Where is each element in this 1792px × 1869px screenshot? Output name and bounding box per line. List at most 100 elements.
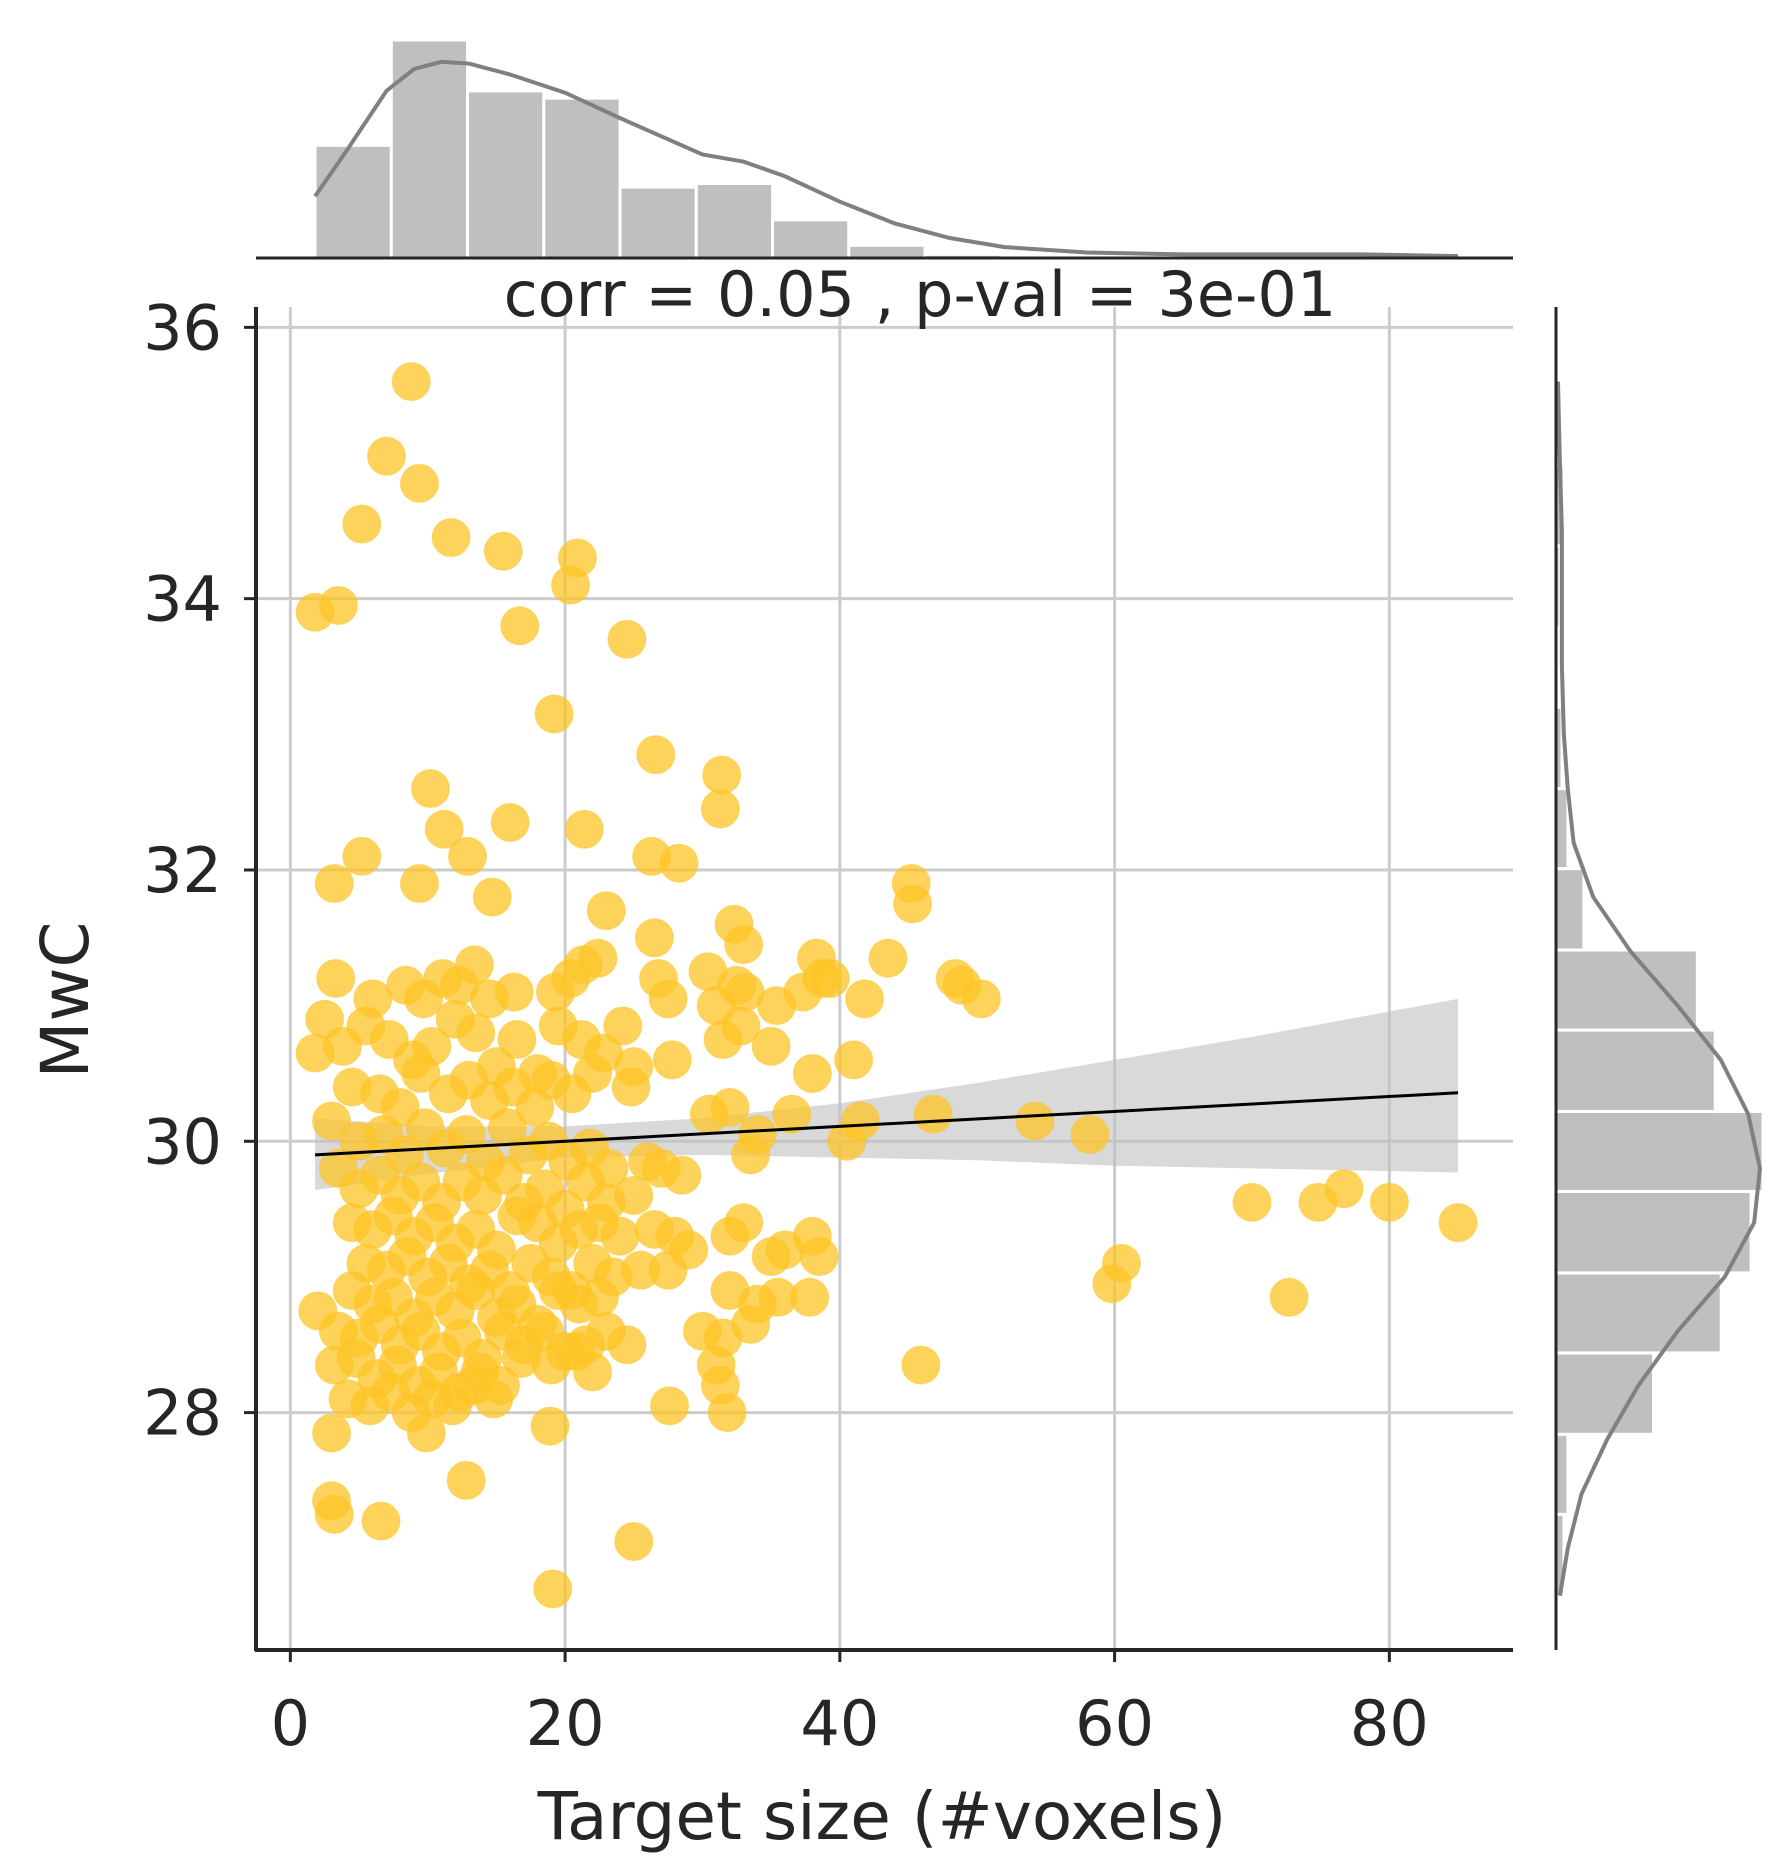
y-tick-label: 30 <box>143 1105 222 1178</box>
scatter-point <box>456 1271 496 1311</box>
histogram-bar <box>466 89 546 260</box>
scatter-point <box>724 1203 764 1243</box>
scatter-point <box>533 1569 573 1609</box>
scatter-point <box>1269 1277 1309 1317</box>
marginal-x-histogram <box>256 38 1513 260</box>
scatter-point <box>573 1352 613 1392</box>
scatter-points <box>295 362 1478 1609</box>
scatter-point <box>314 864 354 904</box>
scatter-point <box>751 1026 791 1066</box>
scatter-point <box>483 531 523 571</box>
scatter-point <box>579 1277 619 1317</box>
scatter-point <box>312 1101 352 1141</box>
histogram-bar <box>313 143 393 260</box>
scatter-point <box>611 1067 651 1107</box>
scatter-point <box>893 884 933 924</box>
scatter-point <box>586 891 626 931</box>
scatter-point <box>399 864 439 904</box>
scatter-point <box>650 1386 690 1426</box>
scatter-point <box>600 1216 640 1256</box>
scatter-point <box>614 1176 654 1216</box>
scatter-point <box>487 1108 527 1148</box>
scatter-point <box>564 809 604 849</box>
scatter-point <box>648 979 688 1019</box>
scatter-point <box>790 1277 830 1317</box>
scatter-point <box>792 1053 832 1093</box>
scatter-point <box>454 945 494 985</box>
scatter-point <box>1092 1264 1132 1304</box>
scatter-point <box>799 1237 839 1277</box>
histogram-bar <box>694 182 775 260</box>
scatter-point <box>361 1501 401 1541</box>
scatter-point <box>342 504 382 544</box>
scatter-point <box>634 918 674 958</box>
x-axis-label: Target size (#voxels) <box>537 1778 1227 1855</box>
x-tick-labels: 0 20 40 60 80 <box>271 1687 1429 1760</box>
histogram-bar <box>1554 1109 1765 1193</box>
scatter-point <box>401 1053 441 1093</box>
scatter-point <box>399 463 439 503</box>
histogram-bar <box>1554 787 1570 871</box>
scatter-point <box>834 1040 874 1080</box>
scatter-point <box>1369 1182 1409 1222</box>
scatter-plot-area: 0 20 40 60 80 28 30 32 34 36 <box>143 291 1513 1760</box>
histogram-bar <box>771 218 851 260</box>
scatter-point <box>497 1020 537 1060</box>
regression-line-group <box>314 1091 1459 1157</box>
histogram-bar <box>1554 1351 1656 1436</box>
y-axis-label: MwC <box>27 921 104 1078</box>
x-tick-label: 0 <box>271 1687 310 1760</box>
scatter-point <box>607 619 647 659</box>
scatter-point <box>607 1325 647 1365</box>
y-tick-label: 28 <box>143 1377 222 1450</box>
scatter-point <box>472 877 512 917</box>
histogram-bar <box>1554 867 1586 952</box>
marginal-y-histogram <box>1554 307 1765 1650</box>
scatter-point <box>295 1033 335 1073</box>
scatter-point <box>406 1413 446 1453</box>
histogram-bar <box>847 243 927 260</box>
scatter-point <box>913 1094 953 1134</box>
scatter-point <box>578 938 618 978</box>
y-tick-label: 34 <box>143 563 222 636</box>
x-tick-label: 60 <box>1075 1687 1154 1760</box>
scatter-point <box>312 1413 352 1453</box>
scatter-point <box>636 735 676 775</box>
scatter-point <box>603 1006 643 1046</box>
y-tick-label: 32 <box>143 834 222 907</box>
scatter-point <box>410 769 450 809</box>
scatter-point <box>490 802 530 842</box>
scatter-point <box>614 1521 654 1561</box>
scatter-point <box>391 362 431 402</box>
scatter-point <box>314 1494 354 1534</box>
histogram-bar <box>1554 948 1699 1032</box>
scatter-point <box>702 755 742 795</box>
scatter-point <box>751 1237 791 1277</box>
annotation-text: corr = 0.05 , p-val = 3e-01 <box>504 258 1337 331</box>
x-tick-label: 20 <box>526 1687 605 1760</box>
scatter-point <box>446 1460 486 1500</box>
scatter-point <box>669 1230 709 1270</box>
scatter-point <box>500 606 540 646</box>
scatter-point <box>961 979 1001 1019</box>
scatter-point <box>641 1148 681 1188</box>
scatter-point <box>318 585 358 625</box>
scatter-point <box>1070 1115 1110 1155</box>
scatter-point <box>652 1040 692 1080</box>
histogram-bar <box>618 185 698 260</box>
scatter-point <box>494 972 534 1012</box>
scatter-point <box>868 938 908 978</box>
x-tick-label: 80 <box>1350 1687 1429 1760</box>
histogram-bar <box>1554 1028 1717 1113</box>
regression-line <box>314 1091 1459 1157</box>
histogram-bar <box>1554 1432 1570 1516</box>
scatter-point <box>342 836 382 876</box>
scatter-point <box>731 1135 771 1175</box>
scatter-point <box>721 1006 761 1046</box>
scatter-point <box>431 518 471 558</box>
scatter-point <box>448 836 488 876</box>
histogram-bar <box>389 38 470 260</box>
scatter-point <box>367 436 407 476</box>
scatter-point <box>1015 1101 1055 1141</box>
